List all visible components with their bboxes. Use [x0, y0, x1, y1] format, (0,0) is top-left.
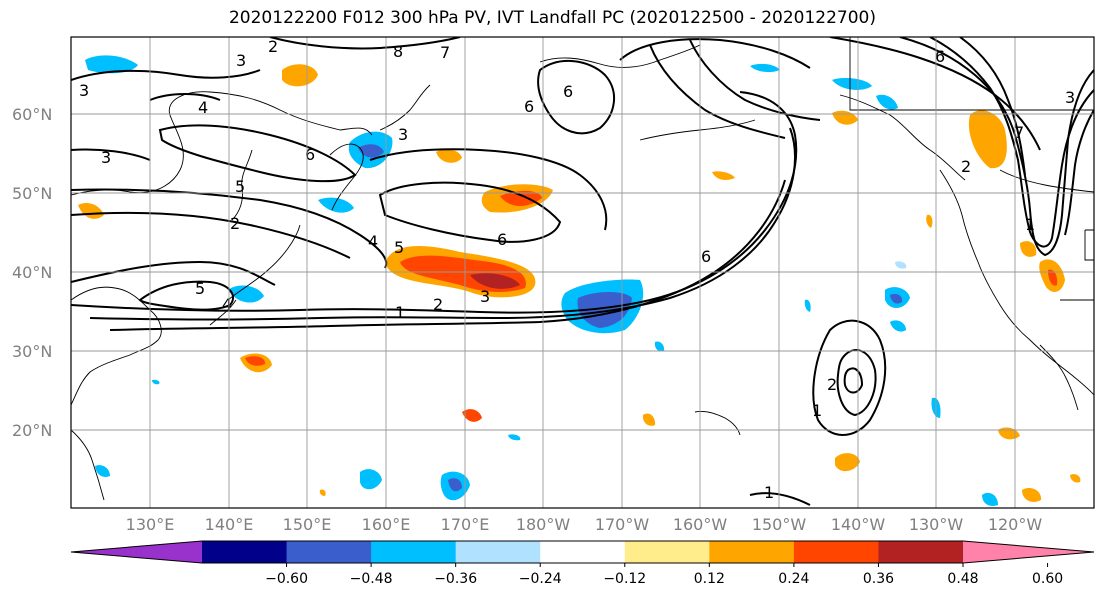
contour-label: 1: [1025, 215, 1035, 234]
lon-label: 150°E: [283, 515, 332, 534]
colorbar-tick-label: −0.12: [603, 571, 646, 587]
contour-label: 4: [198, 98, 208, 117]
contour-label: 2: [961, 157, 971, 176]
colorbar-extend-min: [71, 541, 202, 563]
contour-label: 3: [79, 81, 89, 100]
lat-label: 50°N: [12, 184, 52, 203]
contour-label: 4: [368, 232, 378, 251]
colorbar-tick-label: 0.12: [694, 571, 725, 587]
lon-label: 140°E: [205, 515, 254, 534]
colorbar-outline: [70, 540, 1095, 564]
contour-label: 1: [812, 401, 822, 420]
colorbar-bin: [793, 541, 879, 563]
lon-label: 160°W: [673, 515, 728, 534]
contour-label: 3: [236, 51, 246, 70]
map-area: [71, 37, 1094, 508]
contour-label: 6: [524, 97, 534, 116]
contour-label: 5: [195, 279, 205, 298]
colorbar-tick-label: −0.48: [350, 571, 393, 587]
contour-label: 1: [764, 483, 774, 502]
lon-label: 130°W: [909, 515, 964, 534]
pv-contours: [71, 37, 1094, 506]
contour-label: 3: [1065, 88, 1075, 107]
colorbar-bin: [455, 541, 541, 563]
colorbar-tick-label: 0.36: [863, 571, 894, 587]
colorbar-tick-label: 0.48: [947, 571, 978, 587]
contour-label: 5: [235, 177, 245, 196]
contour-label: 6: [701, 247, 711, 266]
colorbar-tick-label: −0.24: [519, 571, 562, 587]
contour-labels: 3 2 8 7 6 3 4 3 6 5 2 6 5 4 6 5 3 4 1 2 …: [79, 37, 1075, 502]
colorbar-bin: [540, 541, 626, 563]
contour-label: 2: [268, 37, 278, 56]
colorbar-tick-label: 0.60: [1032, 571, 1063, 587]
lon-label: 180°W: [516, 515, 571, 534]
contour-label: 4: [222, 295, 232, 314]
lon-label: 120°W: [988, 515, 1043, 534]
colorbar-extend-max: [963, 541, 1094, 563]
lon-label: 150°W: [752, 515, 807, 534]
contour-label: 5: [394, 238, 404, 257]
gridlines: [71, 37, 1094, 508]
longitude-labels: 130°E 140°E 150°E 160°E 170°E 180°W 170°…: [126, 515, 1043, 534]
colorbar-tick-label: −0.60: [265, 571, 308, 587]
contour-label: 6: [563, 82, 573, 101]
colorbar-bin: [202, 541, 288, 563]
lat-label: 30°N: [12, 342, 52, 361]
lon-label: 170°W: [595, 515, 650, 534]
contour-label: 2: [230, 214, 240, 233]
lat-label: 40°N: [12, 263, 52, 282]
contour-label: 6: [497, 230, 507, 249]
negative-anomaly-shading: [85, 55, 998, 506]
colorbar: −0.60 −0.48 −0.36 −0.24 −0.12 0.12 0.24 0.36 0.4…: [70, 540, 1095, 587]
contour-label: 6: [305, 145, 315, 164]
contour-label: 7: [440, 43, 450, 62]
colorbar-bin: [878, 541, 964, 563]
contour-label: 1: [395, 303, 405, 322]
lat-label: 20°N: [12, 421, 52, 440]
contour-label: 3: [398, 125, 408, 144]
colorbar-bin: [709, 541, 795, 563]
lon-label: 130°E: [126, 515, 175, 534]
lon-label: 160°E: [362, 515, 411, 534]
latitude-labels: 60°N 50°N 40°N 30°N 20°N: [12, 105, 52, 440]
contour-label: 3: [480, 287, 490, 306]
contour-label: 6: [935, 47, 945, 66]
contour-label: 2: [827, 375, 837, 394]
lon-label: 170°E: [441, 515, 490, 534]
colorbar-bin: [286, 541, 372, 563]
contour-label: 8: [393, 42, 403, 61]
colorbar-tick-label: −0.36: [434, 571, 477, 587]
map-frame: [70, 36, 1095, 509]
map-title: 2020122200 F012 300 hPa PV, IVT Landfall…: [228, 8, 876, 28]
contour-label: 3: [101, 148, 111, 167]
colorbar-tick-label: 0.24: [778, 571, 809, 587]
contour-label: 7: [1014, 123, 1024, 142]
lon-label: 140°W: [831, 515, 886, 534]
colorbar-bin: [624, 541, 710, 563]
colorbar-bin: [371, 541, 457, 563]
contour-label: 2: [433, 295, 443, 314]
lat-label: 60°N: [12, 105, 52, 124]
